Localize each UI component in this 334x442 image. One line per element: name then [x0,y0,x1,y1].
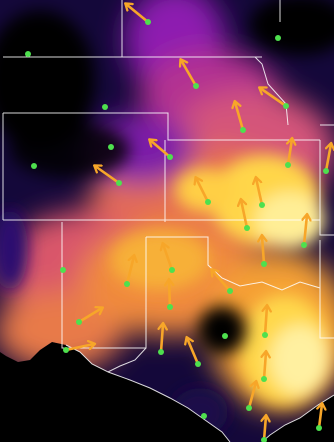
station-dot [116,180,122,186]
wind-arrow [324,144,331,173]
state-border [146,236,321,291]
wind-arrow [260,88,288,108]
station-dot [262,332,268,338]
station-dot [246,405,252,411]
wind-arrow [304,215,307,247]
wind-arrow [212,270,232,293]
wind-arrow [264,416,266,442]
station-dot [25,51,31,57]
wind-arrow [319,404,322,430]
station-dot [167,154,173,160]
station-dot [201,413,207,419]
wind-arrow [196,178,210,204]
station-dot [261,437,267,442]
station-dot [316,425,322,431]
station-dot [195,361,201,367]
station-dot [222,333,228,339]
station-dot [285,162,291,168]
station-dot [301,242,307,248]
station-dot [275,35,281,41]
station-dot [193,83,199,89]
weather-stations [25,19,329,442]
station-dot [145,19,151,25]
wind-arrow [288,139,292,167]
wind-arrow [95,166,121,185]
station-dot [31,163,37,169]
wind-arrow [265,306,267,337]
station-dot [244,225,250,231]
wind-arrow [181,60,198,88]
station-dot [158,349,164,355]
state-border [319,240,334,339]
station-dot [63,347,69,353]
wind-arrow [256,178,264,207]
rio-grande-border [107,371,231,442]
wind-arrow [161,324,163,354]
station-dot [240,127,246,133]
wind-arrows [64,4,331,442]
wind-arrow [187,338,200,366]
wind-arrow [150,140,172,159]
station-dot [283,103,289,109]
wind-arrow [262,236,264,266]
wind-arrow [163,244,174,272]
station-dot [227,288,233,294]
wind-arrow [125,256,134,286]
state-border [3,112,320,141]
wind-arrow [126,4,150,24]
wind-arrow [235,102,245,132]
station-dot [205,199,211,205]
station-dot [124,281,130,287]
state-border [254,56,289,126]
wind-arrow [169,280,170,309]
wind-arrow [264,352,266,381]
wind-arrow [241,200,249,230]
station-dot [102,104,108,110]
station-dot [108,144,114,150]
wind-arrow [77,308,102,324]
state-border [61,222,147,349]
station-dot [323,168,329,174]
station-dot [261,261,267,267]
station-dot [261,376,267,382]
wind-arrow [64,344,94,352]
station-dot [167,304,173,310]
station-dot [76,319,82,325]
state-border [319,140,334,236]
station-dot [60,267,66,273]
station-dot [259,202,265,208]
wind-arrow [247,382,256,410]
station-dot [169,267,175,273]
